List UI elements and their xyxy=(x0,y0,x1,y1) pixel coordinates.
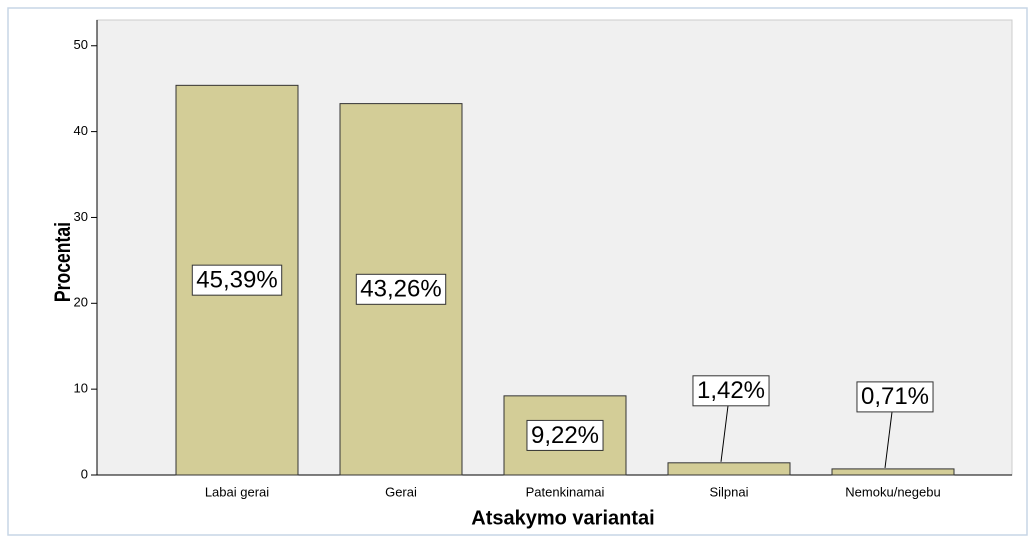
leader-line xyxy=(884,411,893,468)
value-label: 1,42% xyxy=(697,377,765,404)
bar xyxy=(667,462,791,476)
value-label: 0,71% xyxy=(861,383,929,410)
value-label: 43,26% xyxy=(360,276,441,303)
leader-line xyxy=(720,405,729,462)
x-tick-label: Silpnai xyxy=(709,484,748,499)
bar xyxy=(831,468,955,476)
y-axis-label: Procentai xyxy=(51,222,75,302)
value-label-box xyxy=(692,375,770,407)
value-label: 45,39% xyxy=(196,267,277,294)
value-label-box xyxy=(526,419,604,451)
y-tick-label: 50 xyxy=(74,37,88,52)
value-label-box xyxy=(191,264,283,296)
y-tick-label: 0 xyxy=(81,466,88,481)
x-tick-label: Gerai xyxy=(385,484,417,499)
x-tick-label: Nemoku/negebu xyxy=(845,484,940,499)
y-tick-label: 40 xyxy=(74,123,88,138)
value-label-box xyxy=(856,381,934,413)
x-tick-label: Labai gerai xyxy=(205,484,269,499)
x-axis-label: Atsakymo variantai xyxy=(471,507,654,529)
y-tick-label: 30 xyxy=(74,209,88,224)
value-label-box xyxy=(355,273,447,305)
y-tick-label: 10 xyxy=(74,381,88,396)
x-tick-label: Patenkinamai xyxy=(526,484,605,499)
y-tick-label: 20 xyxy=(74,295,88,310)
value-label: 9,22% xyxy=(531,422,599,449)
